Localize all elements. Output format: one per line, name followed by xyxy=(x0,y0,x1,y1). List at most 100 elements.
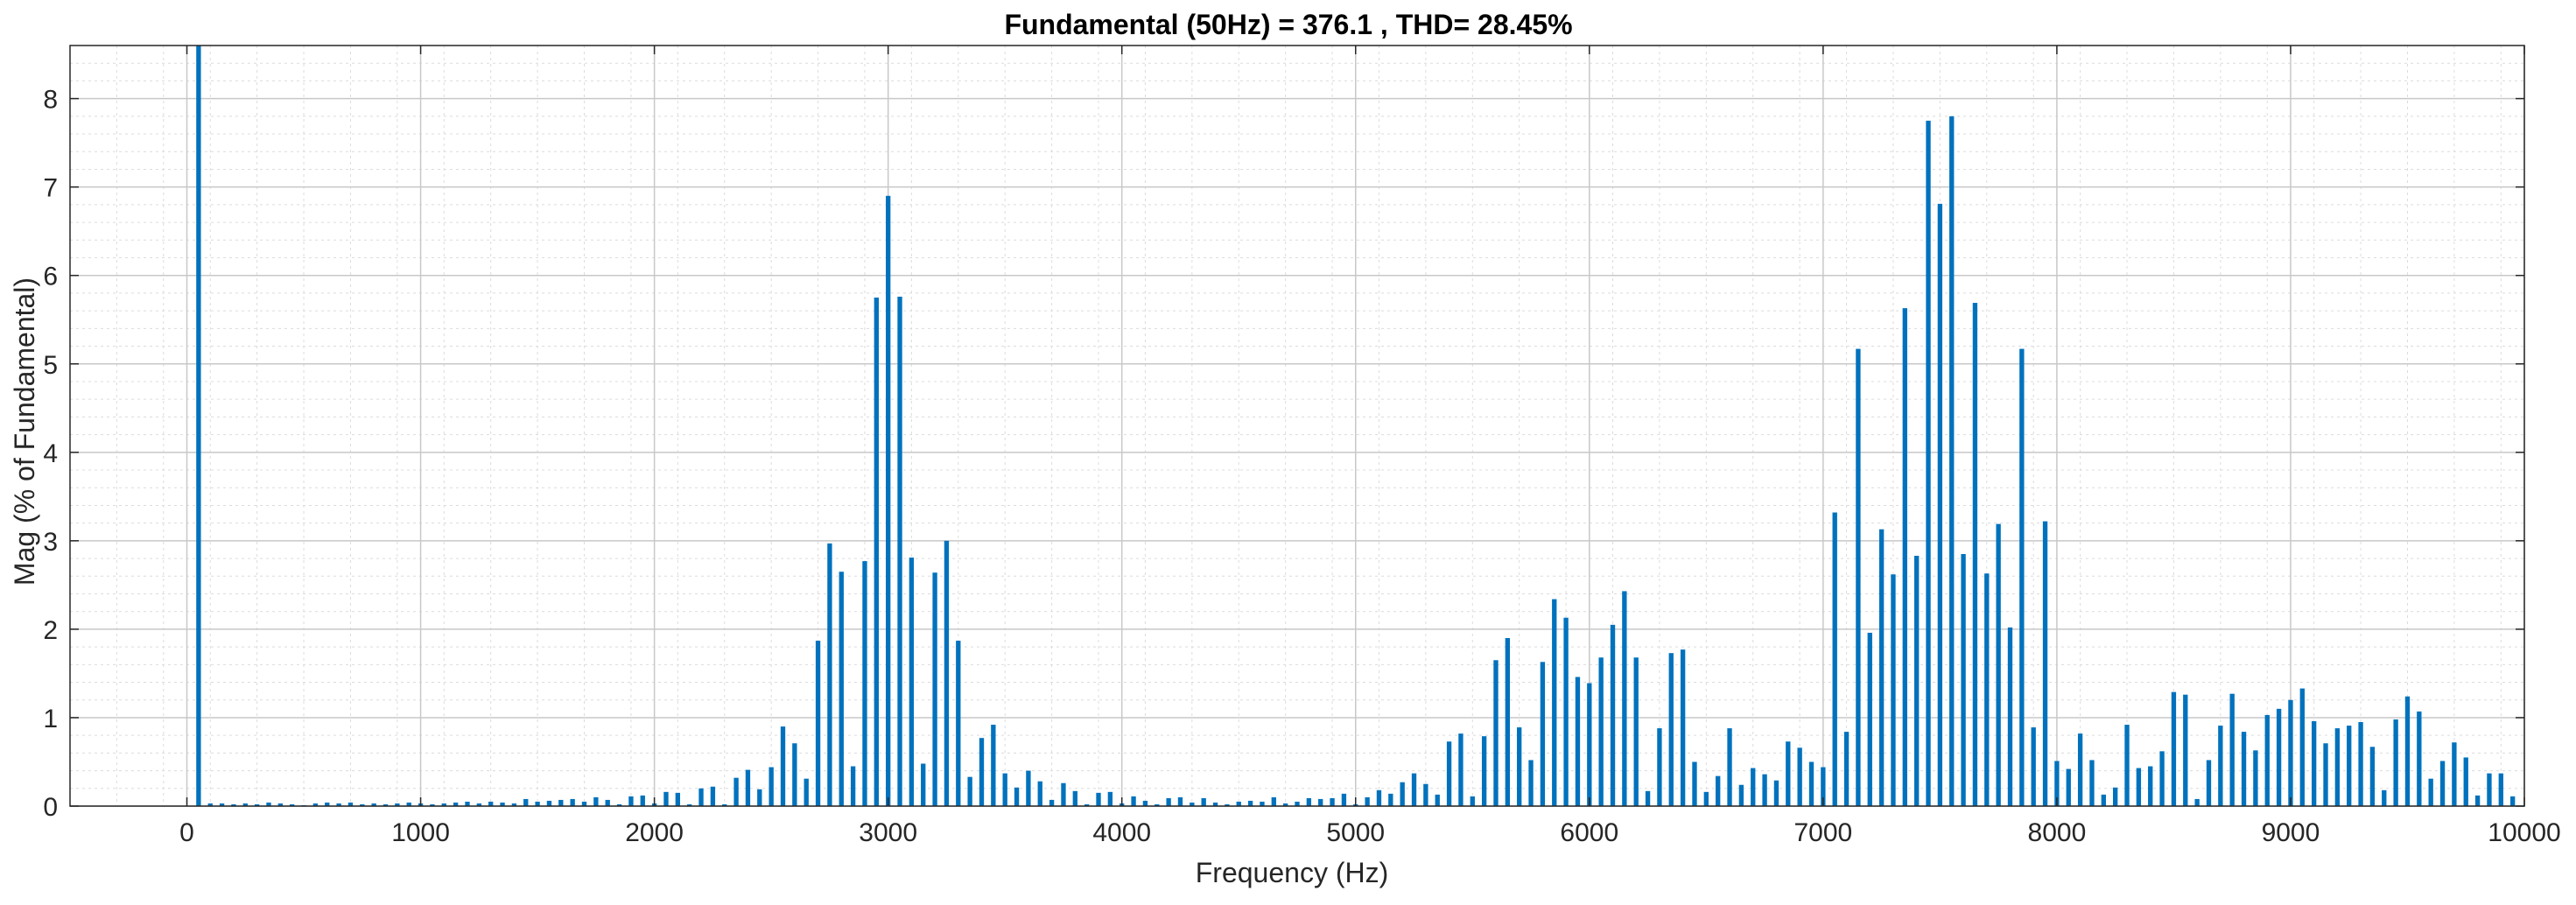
harmonic-bar xyxy=(1622,591,1627,806)
harmonic-bar xyxy=(1400,782,1405,806)
harmonic-bar xyxy=(862,561,867,806)
harmonic-bar xyxy=(2369,747,2376,806)
harmonic-bar xyxy=(1376,789,1382,806)
plot-border xyxy=(69,45,2525,807)
harmonic-bar xyxy=(1528,760,1534,806)
harmonic-bar xyxy=(1505,638,1511,806)
harmonic-bar xyxy=(1049,799,1055,806)
y-tick-label: 3 xyxy=(43,528,58,557)
x-tick-label: 5000 xyxy=(1326,818,1385,847)
harmonic-bar xyxy=(1645,790,1651,806)
harmonic-bar xyxy=(1716,775,1721,806)
harmonic-bar xyxy=(1166,797,1171,806)
harmonic-bar xyxy=(1961,554,1966,806)
harmonic-bar xyxy=(1563,617,1569,806)
harmonic-bar xyxy=(1225,803,1230,806)
harmonic-bar xyxy=(2382,789,2387,806)
harmonic-bar xyxy=(1587,683,1592,806)
harmonic-bar xyxy=(932,572,937,806)
harmonic-bar xyxy=(1423,783,1428,806)
harmonic-bar xyxy=(1282,803,1288,806)
x-tick-label: 8000 xyxy=(2028,818,2087,847)
harmonic-bar xyxy=(874,297,879,806)
harmonic-bar xyxy=(1446,741,1452,806)
chart-title: Fundamental (50Hz) = 376.1 , THD= 28.45% xyxy=(1004,9,1572,40)
harmonic-bar xyxy=(2474,795,2481,806)
harmonic-bar xyxy=(628,796,634,806)
harmonic-bar xyxy=(640,795,645,806)
harmonic-bar xyxy=(1388,793,1393,806)
harmonic-bar xyxy=(2171,691,2177,806)
harmonic-bar xyxy=(2077,733,2083,806)
harmonic-bar xyxy=(1061,782,1066,806)
harmonic-bar xyxy=(1481,736,1487,806)
harmonic-bar xyxy=(207,803,213,806)
harmonic-bar xyxy=(2358,722,2363,806)
harmonic-bar xyxy=(827,543,832,806)
harmonic-bar xyxy=(383,803,389,806)
harmonic-bar xyxy=(465,801,470,806)
harmonic-bar xyxy=(1738,784,1744,806)
harmonic-bar xyxy=(546,800,552,806)
harmonic-bar xyxy=(1306,797,1312,806)
harmonic-bar xyxy=(1026,770,1031,806)
harmonic-bar xyxy=(1937,203,1943,806)
harmonic-bar xyxy=(2054,761,2060,806)
harmonic-bar xyxy=(757,789,762,806)
harmonic-bar xyxy=(2288,699,2293,806)
y-tick-label: 0 xyxy=(43,793,58,822)
harmonic-bar xyxy=(395,803,400,806)
y-tick-label: 4 xyxy=(43,439,58,468)
harmonic-bar xyxy=(722,803,727,806)
harmonic-bar xyxy=(1435,794,1440,806)
harmonic-bar xyxy=(2487,773,2492,806)
harmonic-bar xyxy=(1190,802,1195,806)
harmonic-bar xyxy=(1411,773,1417,806)
harmonic-bar xyxy=(1002,773,1007,806)
harmonic-bar xyxy=(1878,529,1885,806)
harmonic-bar xyxy=(921,763,926,806)
harmonic-bar xyxy=(2276,708,2282,806)
harmonic-bar xyxy=(991,725,996,806)
harmonic-bar xyxy=(406,802,411,806)
harmonic-bar xyxy=(242,803,248,806)
harmonic-bar xyxy=(1668,653,1674,806)
harmonic-bar xyxy=(1984,573,1990,806)
harmonic-bar xyxy=(254,803,260,806)
harmonic-bar xyxy=(967,776,972,806)
harmonic-bar xyxy=(266,802,271,806)
harmonic-bar xyxy=(675,792,680,806)
harmonic-bar xyxy=(1633,657,1639,806)
harmonic-bar xyxy=(325,802,330,806)
y-tick-labels: 0 1 2 3 4 5 6 7 8 xyxy=(43,86,58,822)
harmonic-bar xyxy=(909,558,915,806)
harmonic-bar xyxy=(1891,574,1896,806)
harmonic-bar xyxy=(2417,711,2422,806)
y-tick-label: 6 xyxy=(43,263,58,291)
harmonic-bar xyxy=(2194,798,2200,806)
harmonic-bar xyxy=(1295,801,1300,806)
harmonic-bar xyxy=(1037,781,1042,806)
x-tick-label: 2000 xyxy=(625,818,684,847)
harmonic-bar xyxy=(1575,677,1581,806)
harmonic-bar xyxy=(2241,732,2247,806)
harmonic-bar xyxy=(1657,728,1662,806)
harmonic-bar xyxy=(2334,728,2341,806)
y-tick-label: 5 xyxy=(43,351,58,380)
x-tick-label: 7000 xyxy=(1793,818,1852,847)
harmonic-bar xyxy=(219,803,225,806)
harmonic-bar xyxy=(1786,741,1791,806)
x-tick-label: 4000 xyxy=(1092,818,1151,847)
harmonic-bar xyxy=(2428,778,2433,806)
axis-frame xyxy=(69,45,2525,807)
x-tick-labels: 0 1000 2000 3000 4000 5000 6000 7000 8000 9000 100… xyxy=(179,818,2561,847)
x-tick-label: 9000 xyxy=(2262,818,2320,847)
harmonic-bar xyxy=(2264,714,2270,806)
harmonic-bar xyxy=(1610,624,1616,806)
harmonic-bar xyxy=(2393,719,2398,806)
harmonic-bar xyxy=(593,796,599,806)
harmonic-bar xyxy=(1843,732,1850,806)
harmonic-bar xyxy=(430,803,435,806)
